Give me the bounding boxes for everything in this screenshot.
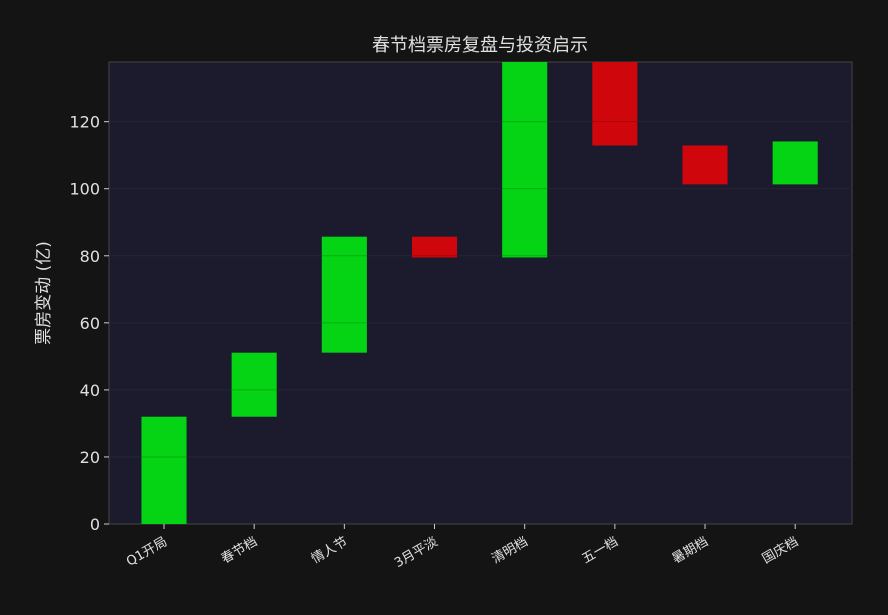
- bar-increase: [502, 62, 548, 258]
- x-tick-label: Q1开局: [124, 534, 170, 569]
- x-tick-label: 五一档: [580, 534, 621, 566]
- plot-area: [108, 61, 853, 525]
- bar-increase: [321, 236, 367, 353]
- y-tick-label: 100: [69, 180, 100, 199]
- bar-decrease: [592, 62, 638, 146]
- bars: [109, 62, 852, 524]
- chart-title: 春节档票房复盘与投资启示: [372, 35, 588, 56]
- y-tick-label: 40: [80, 381, 100, 400]
- bar-increase: [231, 352, 277, 417]
- y-tick-label: 0: [90, 515, 100, 534]
- bar-increase: [772, 141, 818, 185]
- y-tick-label: 80: [80, 247, 100, 266]
- y-tick-label: 120: [69, 113, 100, 132]
- x-tick-label: 暑期档: [670, 534, 711, 566]
- x-tick-label: 情人节: [309, 534, 350, 566]
- x-tick-label: 清明档: [489, 534, 530, 566]
- y-tick-label: 60: [80, 314, 100, 333]
- x-tick-label: 国庆档: [760, 534, 801, 566]
- y-tick-label: 20: [80, 448, 100, 467]
- x-axis: Q1开局 春节档 情人节 3月平淡 清明档 五一档 暑期档 国庆档: [124, 524, 801, 571]
- x-tick-label: 春节档: [219, 534, 260, 566]
- y-axis: 0 20 40 60 80 100 120: [69, 113, 109, 534]
- y-axis-label: 票房变动 (亿): [34, 241, 54, 345]
- bar-decrease: [411, 236, 458, 258]
- x-tick-label: 3月平淡: [392, 534, 440, 571]
- bar-decrease: [682, 145, 728, 185]
- bar-increase: [141, 416, 187, 524]
